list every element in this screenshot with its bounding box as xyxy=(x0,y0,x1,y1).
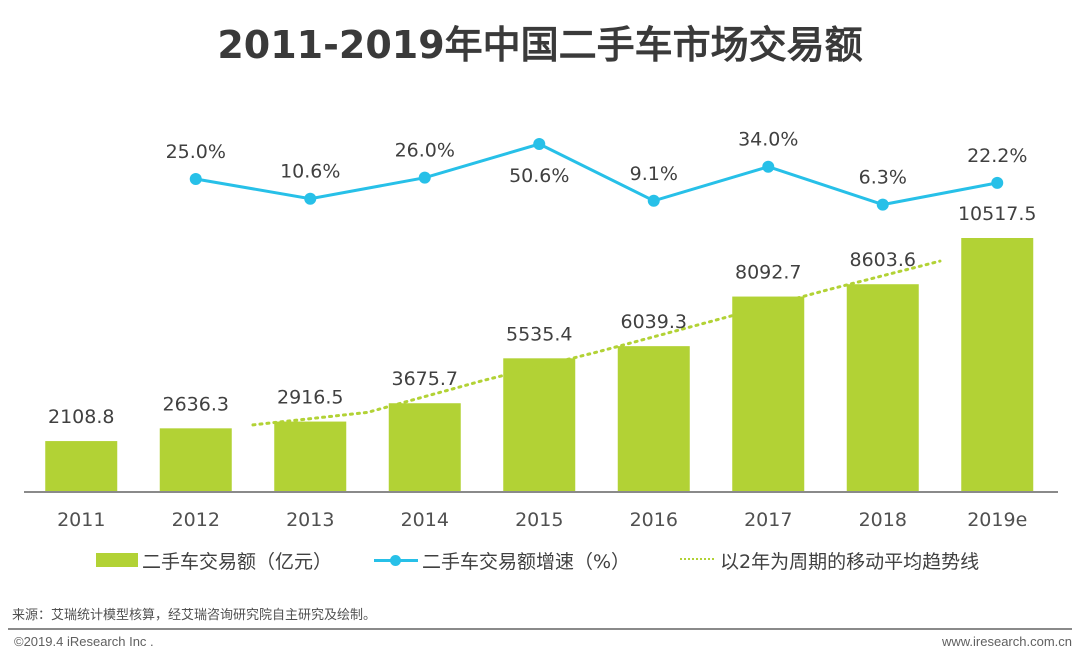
chart-canvas: 2108.8 2636.3 2916.5 3675.7 5535.4 6039.3 8092… xyxy=(24,129,1058,531)
bar-value-label: 2108.8 xyxy=(48,406,114,428)
bars-layer xyxy=(45,238,1034,492)
bar-2018 xyxy=(846,284,919,492)
bar-value-label: 5535.4 xyxy=(506,323,572,345)
source-note: 来源：艾瑞统计模型核算，经艾瑞咨询研究院自主研究及绘制。 xyxy=(12,608,377,623)
bar-swatch-icon xyxy=(96,553,138,567)
x-tick-label: 2011 xyxy=(57,509,105,531)
bar-2012 xyxy=(159,428,232,492)
chart-title: 2011-2019年中国二手车市场交易额 xyxy=(217,23,863,67)
x-tick-label: 2014 xyxy=(401,509,449,531)
trend-line xyxy=(251,259,942,427)
bar-value-label: 3675.7 xyxy=(392,368,458,390)
growth-point-2018 xyxy=(876,198,889,211)
growth-point-2012 xyxy=(189,173,202,186)
legend-label: 以2年为周期的移动平均趋势线 xyxy=(720,550,980,573)
growth-line-layer xyxy=(189,138,1004,211)
bar-2011 xyxy=(45,441,118,492)
x-tick-label: 2015 xyxy=(515,509,563,531)
bar-2017 xyxy=(732,296,805,492)
bar-value-label: 2636.3 xyxy=(163,393,229,415)
legend-item-growth: 二手车交易额增速（%） xyxy=(374,545,630,575)
growth-point-2014 xyxy=(418,171,431,184)
growth-point-2013 xyxy=(304,192,317,205)
bar-value-label: 8092.7 xyxy=(735,262,801,284)
website-link[interactable]: www.iresearch.com.cn xyxy=(941,634,1072,649)
growth-point-2019e xyxy=(991,176,1004,189)
x-tick-label: 2012 xyxy=(172,509,220,531)
bar-2015 xyxy=(503,358,576,492)
copyright-text: ©2019.4 iResearch Inc . xyxy=(14,634,154,649)
legend-label: 二手车交易额增速（%） xyxy=(422,550,631,573)
legend-item-volume: 二手车交易额（亿元） xyxy=(96,545,332,575)
bar-2019e xyxy=(961,238,1034,492)
growth-point-2015 xyxy=(533,138,546,151)
legend-label: 二手车交易额（亿元） xyxy=(142,550,333,573)
growth-value-label: 26.0% xyxy=(395,140,455,162)
x-tick-label: 2013 xyxy=(286,509,334,531)
growth-value-label: 22.2% xyxy=(967,145,1027,167)
bar-2014 xyxy=(388,403,461,492)
growth-value-label: 10.6% xyxy=(280,161,340,183)
legend: 二手车交易额（亿元） 二手车交易额增速（%） 以2年为周期的移动平均趋势线 xyxy=(0,545,1080,575)
trend-line-layer xyxy=(251,259,942,427)
dotted-line-swatch-icon xyxy=(680,558,714,562)
growth-point-2017 xyxy=(762,160,775,173)
x-tick-label: 2019e xyxy=(967,509,1027,531)
bar-value-label: 8603.6 xyxy=(850,249,916,271)
bar-2016 xyxy=(617,346,690,492)
legend-item-trend: 以2年为周期的移动平均趋势线 xyxy=(680,545,979,575)
x-tick-label: 2018 xyxy=(859,509,907,531)
footer-divider xyxy=(8,628,1072,630)
growth-value-label: 50.6% xyxy=(509,165,569,187)
labels-layer: 2108.8 2636.3 2916.5 3675.7 5535.4 6039.3 8092… xyxy=(48,129,1037,428)
bar-value-label: 2916.5 xyxy=(277,387,343,409)
growth-line xyxy=(195,142,998,207)
bar-value-label: 6039.3 xyxy=(621,311,687,333)
growth-value-label: 9.1% xyxy=(630,163,678,185)
growth-point-2016 xyxy=(647,194,660,207)
growth-value-label: 34.0% xyxy=(738,129,798,151)
x-ticks-layer: 2011 2012 2013 2014 2015 2016 2017 2018 2019e xyxy=(57,509,1027,531)
line-marker-swatch-icon xyxy=(374,553,418,567)
x-tick-label: 2017 xyxy=(744,509,792,531)
x-tick-label: 2016 xyxy=(630,509,678,531)
bar-2013 xyxy=(274,421,347,492)
bar-value-label: 10517.5 xyxy=(958,203,1037,225)
growth-value-label: 6.3% xyxy=(859,167,907,189)
growth-value-label: 25.0% xyxy=(166,141,226,163)
